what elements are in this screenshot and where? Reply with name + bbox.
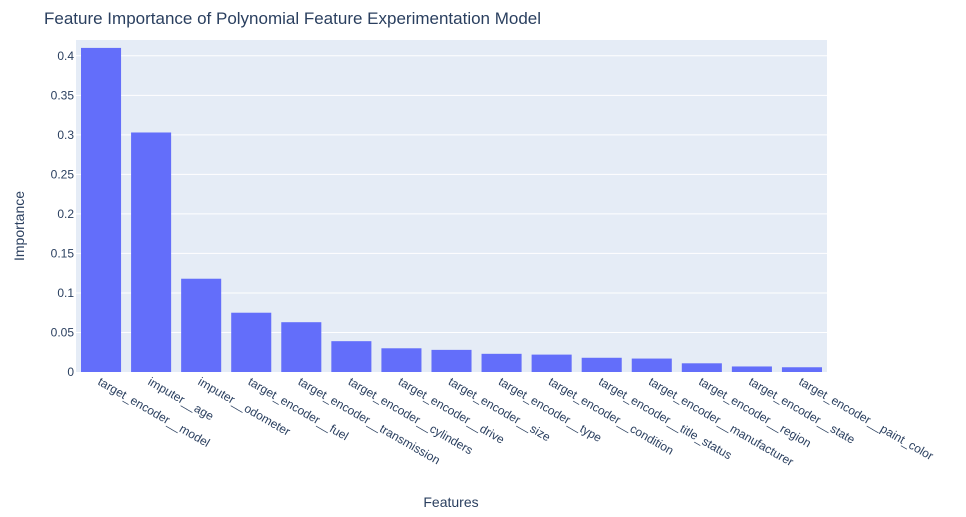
bar [431,349,472,372]
x-tick-label: imputer__odometer [196,374,293,438]
bar [81,47,122,373]
bar [681,363,722,372]
x-axis-title: Features [423,494,478,510]
bar [631,358,672,372]
bar [331,341,372,372]
bars [81,47,822,373]
bar [581,357,622,372]
bar [181,278,222,372]
y-tick-labels: 0 0.05 0.1 0.15 0.2 0.25 0.3 0.35 0.4 [51,49,75,379]
y-tick-label: 0.35 [51,88,75,102]
bar [481,353,522,372]
y-axis-title: Importance [11,191,27,261]
bar [281,322,322,372]
chart-title: Feature Importance of Polynomial Feature… [44,9,541,28]
y-tick-label: 0.1 [57,286,74,300]
bar [131,132,172,372]
bar [781,367,822,372]
bar [231,312,272,372]
bar [531,354,572,372]
y-tick-label: 0 [67,365,74,379]
x-tick-labels: target_encoder__modelimputer__ageimputer… [96,374,936,469]
y-tick-label: 0.4 [57,49,74,63]
y-tick-label: 0.15 [51,246,75,260]
y-tick-label: 0.25 [51,167,75,181]
y-tick-label: 0.05 [51,325,75,339]
bar [731,366,772,372]
y-tick-label: 0.2 [57,207,74,221]
bar [381,348,422,372]
y-tick-label: 0.3 [57,128,74,142]
